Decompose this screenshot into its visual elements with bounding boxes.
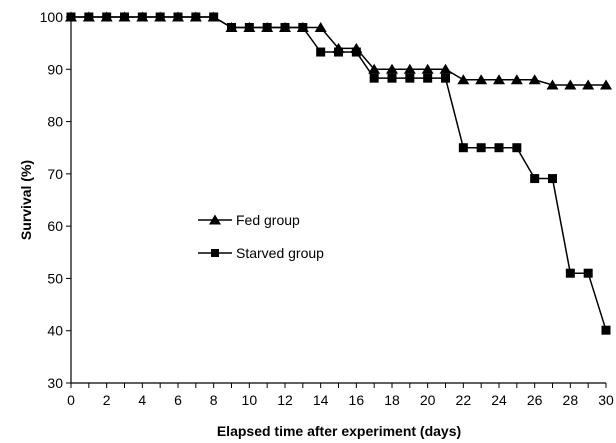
x-tick-label: 4 — [138, 392, 146, 408]
data-point-fed — [439, 63, 452, 74]
y-tick-label: 30 — [47, 375, 63, 391]
data-point-starved — [66, 12, 76, 22]
data-point-fed — [510, 74, 523, 85]
data-point-starved — [84, 12, 94, 22]
y-tick-label: 100 — [40, 9, 64, 25]
x-tick-label: 2 — [103, 392, 111, 408]
data-point-starved — [601, 325, 611, 335]
y-tick-label: 60 — [47, 218, 63, 234]
data-point-starved — [565, 268, 575, 278]
data-point-fed — [564, 79, 577, 90]
data-point-starved — [280, 22, 290, 32]
y-tick-label: 50 — [47, 270, 63, 286]
x-tick-label: 20 — [420, 392, 436, 408]
x-tick-label: 24 — [491, 392, 507, 408]
data-point-fed — [386, 63, 398, 74]
data-point-starved — [494, 143, 504, 153]
data-point-starved — [458, 143, 468, 153]
data-point-starved — [387, 73, 397, 83]
axes — [70, 17, 606, 384]
data-point-fed — [582, 79, 595, 90]
x-tick-label: 26 — [527, 392, 543, 408]
x-tick-label: 16 — [349, 392, 365, 408]
series-layer — [65, 11, 612, 335]
series-line-starved — [71, 16, 607, 331]
data-point-starved — [548, 174, 557, 184]
x-tick-label: 8 — [210, 392, 218, 408]
y-tick-label: 40 — [47, 323, 63, 339]
y-tick-label: 70 — [47, 166, 63, 182]
data-point-starved — [441, 73, 450, 83]
data-point-starved — [244, 22, 254, 32]
x-tick-label: 6 — [174, 392, 182, 408]
data-point-starved — [369, 73, 379, 83]
data-point-fed — [600, 79, 612, 90]
data-point-starved — [155, 12, 165, 22]
data-point-starved — [405, 73, 415, 83]
data-point-starved — [423, 73, 433, 83]
legend: Fed group Starved group — [198, 212, 324, 261]
axis-ticks: 0 2 4 6 8 10 12 14 16 18 20 22 24 26 28 303040506070809… — [40, 9, 614, 408]
data-point-starved — [512, 143, 522, 153]
data-point-fed — [457, 74, 470, 85]
data-point-starved — [137, 12, 147, 22]
data-point-starved — [476, 143, 486, 153]
x-tick-label: 0 — [67, 392, 75, 408]
data-point-starved — [583, 268, 593, 278]
x-tick-label: 10 — [242, 392, 258, 408]
data-point-starved — [191, 12, 201, 22]
data-point-starved — [120, 12, 129, 22]
data-point-starved — [102, 12, 112, 22]
data-point-fed — [475, 74, 488, 85]
data-point-starved — [173, 12, 183, 22]
data-point-fed — [493, 74, 505, 85]
x-tick-label: 22 — [456, 392, 472, 408]
data-point-starved — [351, 47, 361, 57]
x-tick-label: 12 — [277, 392, 293, 408]
x-tick-label: 18 — [384, 392, 400, 408]
data-point-starved — [298, 22, 308, 32]
y-tick-label: 80 — [47, 114, 63, 130]
data-point-fed — [314, 21, 327, 32]
data-point-starved — [530, 174, 540, 184]
data-point-fed — [546, 79, 559, 90]
legend-label-fed: Fed group — [236, 212, 300, 228]
y-tick-label: 90 — [47, 61, 63, 77]
x-tick-label: 30 — [598, 392, 614, 408]
data-point-fed — [403, 63, 416, 74]
data-point-starved — [227, 22, 236, 32]
data-point-fed — [421, 63, 434, 74]
legend-marker-starved — [211, 249, 219, 257]
x-tick-label: 28 — [563, 392, 579, 408]
data-point-starved — [209, 12, 219, 22]
x-axis-title: Elapsed time after experiment (days) — [217, 423, 461, 439]
data-point-starved — [334, 47, 343, 57]
legend-marker-fed — [209, 214, 221, 225]
data-point-fed — [368, 63, 381, 74]
data-point-fed — [528, 74, 541, 85]
data-point-starved — [316, 47, 326, 57]
y-axis-title: Survival (%) — [18, 160, 34, 240]
x-tick-label: 14 — [313, 392, 329, 408]
legend-label-starved: Starved group — [236, 245, 324, 261]
data-point-starved — [262, 22, 272, 32]
